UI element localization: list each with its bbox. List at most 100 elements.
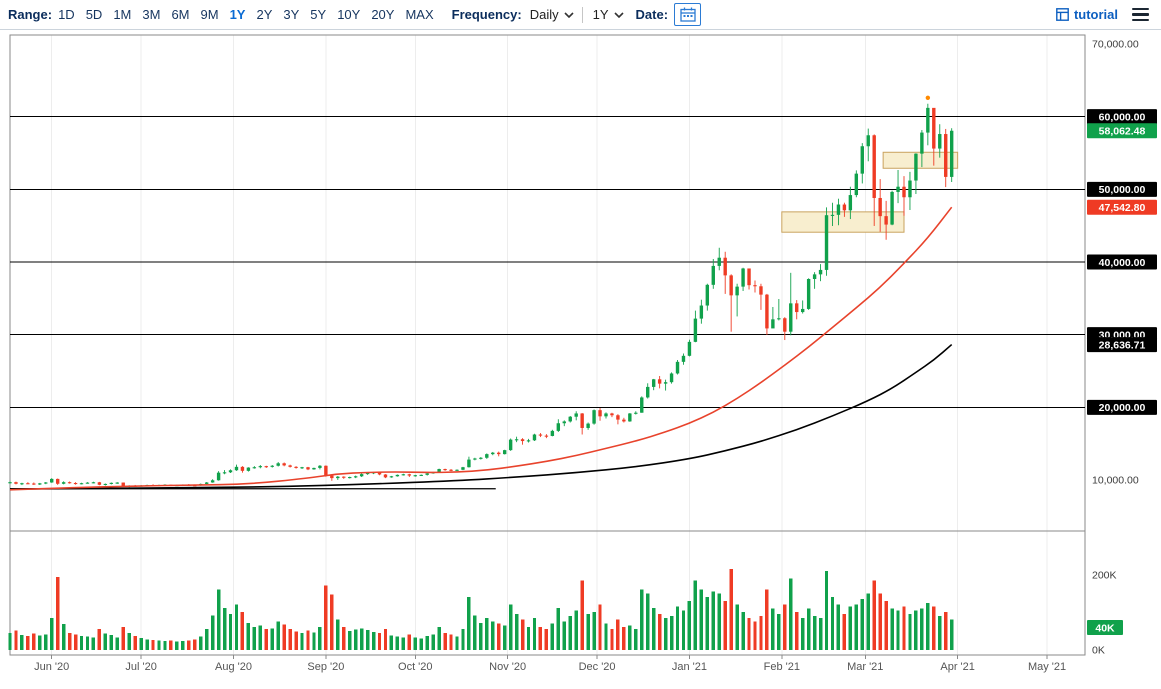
price-level-badge: 60,000.00 bbox=[1087, 109, 1157, 125]
volume-bar bbox=[741, 612, 745, 650]
volume-bar bbox=[50, 618, 54, 650]
range-option-1M[interactable]: 1M bbox=[113, 7, 132, 22]
volume-bar bbox=[824, 570, 829, 650]
range-option-6M[interactable]: 6M bbox=[171, 7, 190, 22]
volume-bar bbox=[145, 639, 149, 650]
volume-bar bbox=[288, 629, 292, 650]
price-zone-rect[interactable] bbox=[781, 211, 905, 233]
volume-bar bbox=[765, 589, 769, 650]
candle bbox=[210, 479, 215, 483]
range-options: 1D 5D 1M 3M 6M 9M 1Y 2Y 3Y 5Y 10Y 20Y MAX bbox=[58, 7, 434, 22]
tutorial-link[interactable]: tutorial bbox=[1056, 7, 1118, 22]
candle bbox=[842, 202, 847, 217]
volume-bar bbox=[55, 576, 60, 650]
volume-bar bbox=[729, 569, 733, 650]
annotation-marker[interactable] bbox=[925, 95, 931, 100]
range-option-1Y[interactable]: 1Y bbox=[229, 7, 246, 22]
candle bbox=[222, 470, 227, 475]
volume-bar bbox=[705, 597, 710, 650]
volume-bar bbox=[38, 635, 42, 650]
svg-text:50,000.00: 50,000.00 bbox=[1099, 184, 1146, 196]
chart-canvas[interactable]: Jun '20 Jul '20 Aug '20 Sep '20 Oct '20 Nov '… bbox=[0, 30, 1161, 684]
candle bbox=[103, 483, 108, 486]
candle bbox=[741, 267, 745, 291]
volume-bar bbox=[336, 619, 340, 650]
candle bbox=[818, 264, 823, 282]
range-option-10Y[interactable]: 10Y bbox=[337, 7, 361, 22]
ma-slow-line[interactable] bbox=[9, 343, 953, 490]
ma-fast-line[interactable] bbox=[9, 206, 953, 491]
x-axis-labels: Jun '20 Jul '20 Aug '20 Sep '20 Oct '20 Nov '… bbox=[34, 661, 1066, 673]
volume-bar bbox=[717, 593, 721, 650]
volume-bar bbox=[14, 630, 18, 650]
candle bbox=[914, 153, 918, 194]
volume-bar bbox=[353, 629, 358, 650]
price-volume-chart[interactable]: Jun '20 Jul '20 Aug '20 Sep '20 Oct '20 Nov '… bbox=[0, 30, 1161, 684]
volume-axis-label: 200K bbox=[1092, 570, 1117, 582]
hamburger-icon bbox=[1132, 7, 1149, 11]
volume-bar bbox=[640, 589, 644, 650]
candle bbox=[407, 473, 412, 478]
date-picker-button[interactable] bbox=[674, 3, 702, 26]
volume-bar bbox=[663, 617, 668, 650]
candle bbox=[556, 419, 561, 432]
volume-bar bbox=[628, 625, 632, 650]
volume-bar bbox=[574, 610, 578, 650]
last-price-badge: 58,062.48 bbox=[1087, 123, 1157, 139]
volume-bar bbox=[932, 606, 936, 650]
period-dropdown[interactable]: 1Y bbox=[593, 7, 624, 22]
volume-bar bbox=[270, 628, 274, 650]
volume-bar bbox=[616, 619, 620, 650]
volume-bar bbox=[610, 629, 614, 650]
candle bbox=[824, 207, 829, 276]
volume-bar bbox=[830, 597, 835, 650]
candle bbox=[497, 451, 501, 457]
candle bbox=[884, 200, 888, 240]
volume-bar bbox=[383, 629, 388, 650]
candle bbox=[830, 202, 835, 226]
candle bbox=[485, 453, 489, 459]
volume-bar bbox=[187, 640, 191, 650]
candle bbox=[836, 198, 841, 226]
volume-badge: 40K bbox=[1087, 620, 1123, 635]
volume-bar bbox=[848, 606, 853, 650]
volume-layer bbox=[8, 569, 954, 650]
candle bbox=[246, 467, 251, 472]
range-option-3Y[interactable]: 3Y bbox=[283, 7, 300, 22]
volume-bar bbox=[646, 593, 650, 650]
range-option-MAX[interactable]: MAX bbox=[405, 7, 434, 22]
volume-bar bbox=[276, 621, 280, 650]
range-option-3M[interactable]: 3M bbox=[142, 7, 161, 22]
svg-text:20,000.00: 20,000.00 bbox=[1099, 402, 1146, 414]
volume-bar bbox=[216, 589, 221, 650]
candle bbox=[592, 409, 596, 425]
svg-text:47,542.80: 47,542.80 bbox=[1099, 202, 1146, 214]
candle bbox=[449, 469, 453, 472]
range-option-20Y[interactable]: 20Y bbox=[371, 7, 395, 22]
candle bbox=[479, 457, 483, 460]
volume-bar bbox=[389, 635, 394, 650]
period-value: 1Y bbox=[592, 7, 609, 22]
candle bbox=[461, 466, 465, 471]
month-gridlines bbox=[51, 35, 1048, 659]
volume-bar bbox=[407, 634, 412, 650]
volume-bar bbox=[634, 629, 638, 650]
candle bbox=[765, 293, 769, 335]
volume-bar bbox=[854, 604, 859, 650]
svg-text:40,000.00: 40,000.00 bbox=[1099, 257, 1146, 269]
candle bbox=[67, 481, 72, 484]
candle bbox=[73, 482, 78, 485]
range-option-5D[interactable]: 5D bbox=[85, 7, 103, 22]
menu-button[interactable] bbox=[1132, 7, 1149, 22]
volume-bar bbox=[157, 640, 161, 650]
candle bbox=[228, 469, 233, 474]
range-option-9M[interactable]: 9M bbox=[200, 7, 219, 22]
candle bbox=[598, 407, 602, 421]
range-option-5Y[interactable]: 5Y bbox=[310, 7, 327, 22]
candle bbox=[932, 107, 936, 166]
candle bbox=[234, 464, 239, 471]
candle bbox=[580, 413, 584, 435]
range-option-1D[interactable]: 1D bbox=[58, 7, 75, 22]
frequency-dropdown[interactable]: Daily bbox=[530, 7, 574, 22]
range-option-2Y[interactable]: 2Y bbox=[256, 7, 273, 22]
